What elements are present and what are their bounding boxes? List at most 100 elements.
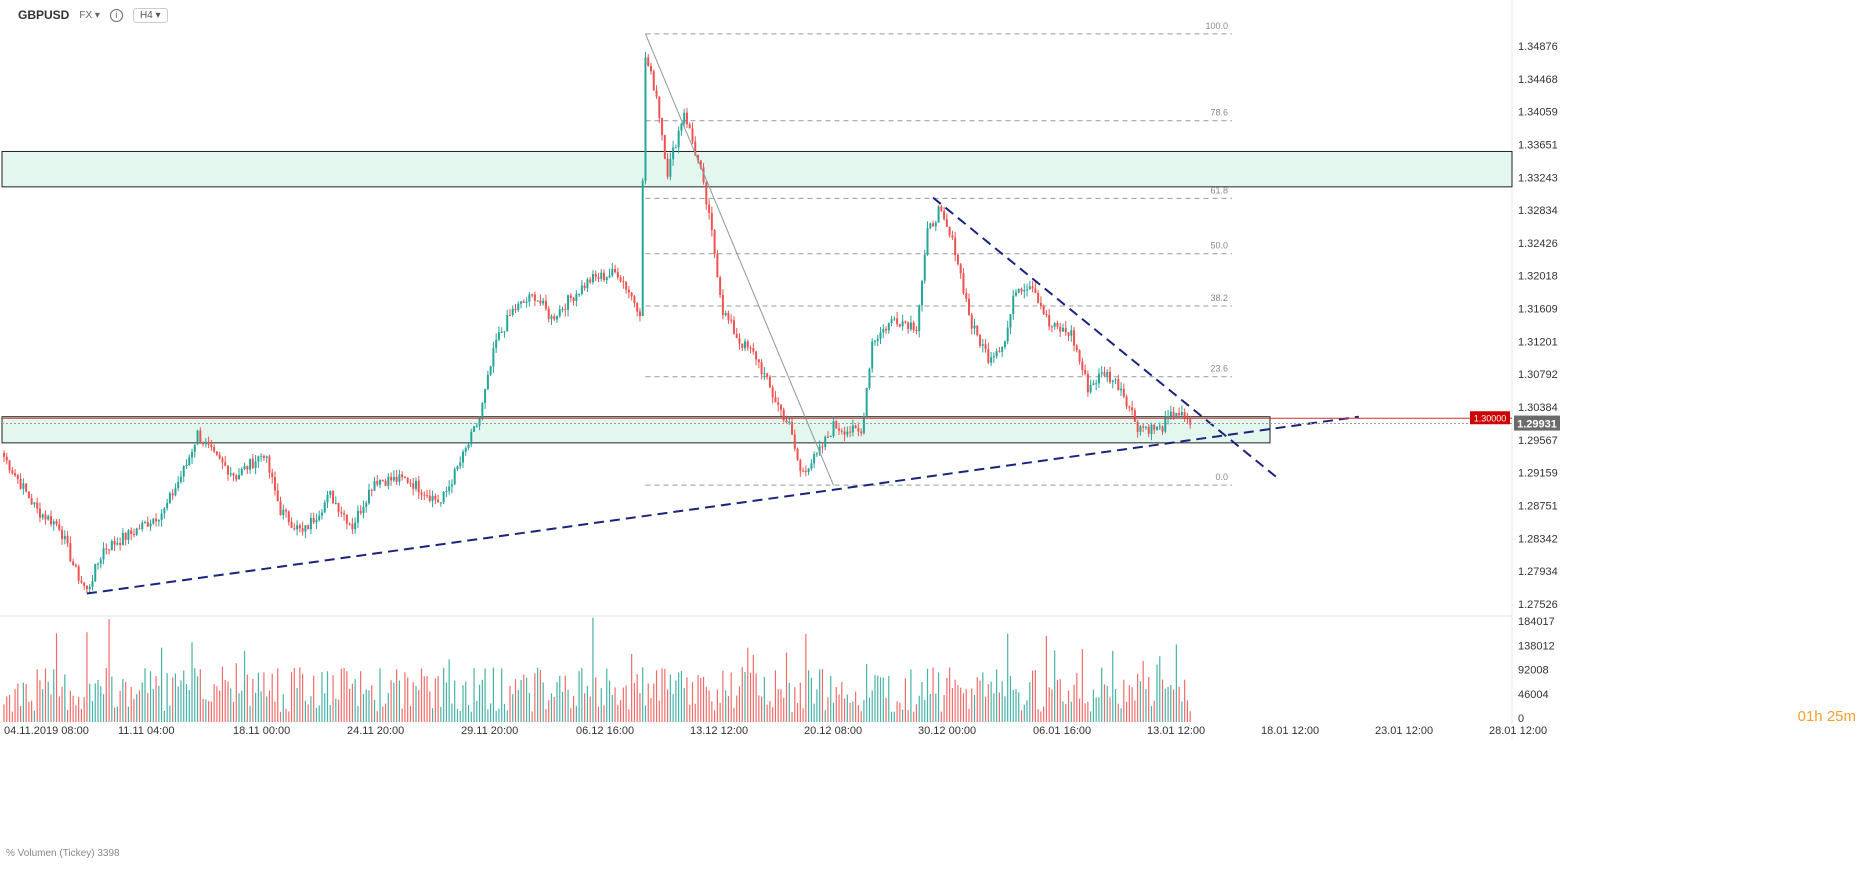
market-badge[interactable]: FX ▾	[79, 9, 100, 21]
price-tick-label: 1.32426	[1518, 238, 1558, 250]
candle-body	[569, 295, 572, 298]
candle-body	[782, 409, 785, 421]
support-trendline	[86, 415, 1359, 595]
candle-body	[260, 455, 263, 457]
candle-body	[213, 447, 216, 452]
candle-body	[683, 112, 686, 124]
candle-body	[625, 281, 628, 290]
candle-body	[749, 347, 752, 349]
candle-body	[956, 255, 959, 265]
candle-body	[160, 513, 163, 520]
candle-body	[658, 96, 661, 118]
candle-body	[249, 458, 252, 470]
candle-body	[19, 479, 22, 489]
candle-body	[630, 292, 633, 297]
price-tick-label: 1.32834	[1518, 205, 1558, 217]
candle-body	[235, 475, 238, 480]
candle-body	[406, 478, 409, 483]
candle-body	[616, 272, 619, 278]
candle-body	[345, 514, 348, 524]
candle-body	[1169, 411, 1172, 417]
candle-body	[1056, 323, 1059, 327]
candle-body	[1064, 327, 1067, 333]
candle-body	[80, 580, 83, 583]
candle-body	[121, 532, 124, 545]
candle-body	[52, 521, 55, 525]
candle-body	[1125, 396, 1128, 407]
price-tick-label: 1.33243	[1518, 172, 1558, 184]
candle-body	[708, 204, 711, 213]
timeframe-dropdown[interactable]: H4 ▾	[132, 7, 168, 23]
candle-body	[426, 495, 429, 497]
price-tick-label: 1.34468	[1518, 74, 1558, 86]
candle-body	[807, 468, 810, 473]
price-tick-label: 1.34059	[1518, 107, 1558, 119]
candle-body	[149, 523, 152, 527]
info-icon[interactable]: i	[109, 8, 123, 22]
candle-body	[1089, 384, 1092, 393]
candle-body	[984, 344, 987, 350]
candle-body	[273, 477, 276, 491]
candle-body	[395, 476, 398, 482]
candle-body	[793, 434, 796, 449]
candle-body	[265, 456, 268, 458]
candle-body	[390, 476, 393, 481]
candle-body	[229, 473, 232, 475]
candle-body	[1067, 332, 1070, 336]
candle-body	[61, 529, 64, 540]
candle-body	[929, 223, 932, 229]
candle-body	[72, 561, 75, 566]
candle-body	[63, 535, 66, 540]
candle-body	[738, 338, 741, 344]
price-tick-label: 1.29159	[1518, 468, 1558, 480]
candle-body	[437, 499, 440, 503]
candle-body	[3, 452, 5, 457]
candle-body	[508, 315, 511, 317]
candle-body	[777, 402, 780, 405]
candle-body	[832, 421, 835, 437]
candle-body	[672, 147, 675, 160]
candle-body	[1014, 292, 1017, 296]
candle-body	[307, 525, 310, 530]
candle-body	[553, 316, 556, 320]
candle-body	[589, 279, 592, 283]
candle-body	[862, 416, 865, 434]
symbol-label[interactable]: GBPUSD	[18, 8, 70, 22]
candle-body	[998, 351, 1001, 353]
candle-body	[232, 473, 235, 476]
candle-body	[815, 453, 818, 455]
candle-body	[296, 525, 299, 530]
candle-body	[962, 273, 965, 293]
candle-body	[547, 308, 550, 319]
volume-indicator-label: % Volumen (Tickey) 3398	[6, 848, 120, 859]
candle-body	[934, 222, 937, 227]
candle-body	[920, 280, 923, 306]
candle-body	[50, 516, 53, 525]
candle-body	[414, 480, 417, 489]
time-axis-label: 29.11 20:00	[461, 725, 518, 737]
candle-body	[1133, 410, 1136, 422]
candle-body	[926, 228, 929, 255]
candle-body	[500, 331, 503, 333]
candle-body	[116, 543, 119, 545]
candle-body	[403, 477, 406, 479]
candle-body	[666, 158, 669, 177]
candle-body	[898, 324, 901, 327]
candle-body	[224, 462, 227, 466]
candle-body	[119, 543, 122, 545]
candle-body	[434, 495, 437, 500]
candle-body	[614, 268, 617, 273]
candle-body	[1139, 426, 1142, 432]
candle-body	[760, 362, 763, 375]
candle-body	[965, 292, 968, 299]
candle-body	[727, 312, 730, 320]
candle-body	[694, 141, 697, 156]
candle-body	[1020, 288, 1023, 292]
candle-body	[91, 581, 94, 587]
candle-body	[525, 301, 528, 303]
candle-body	[959, 264, 962, 274]
candle-body	[915, 329, 918, 332]
candle-body	[326, 494, 329, 503]
